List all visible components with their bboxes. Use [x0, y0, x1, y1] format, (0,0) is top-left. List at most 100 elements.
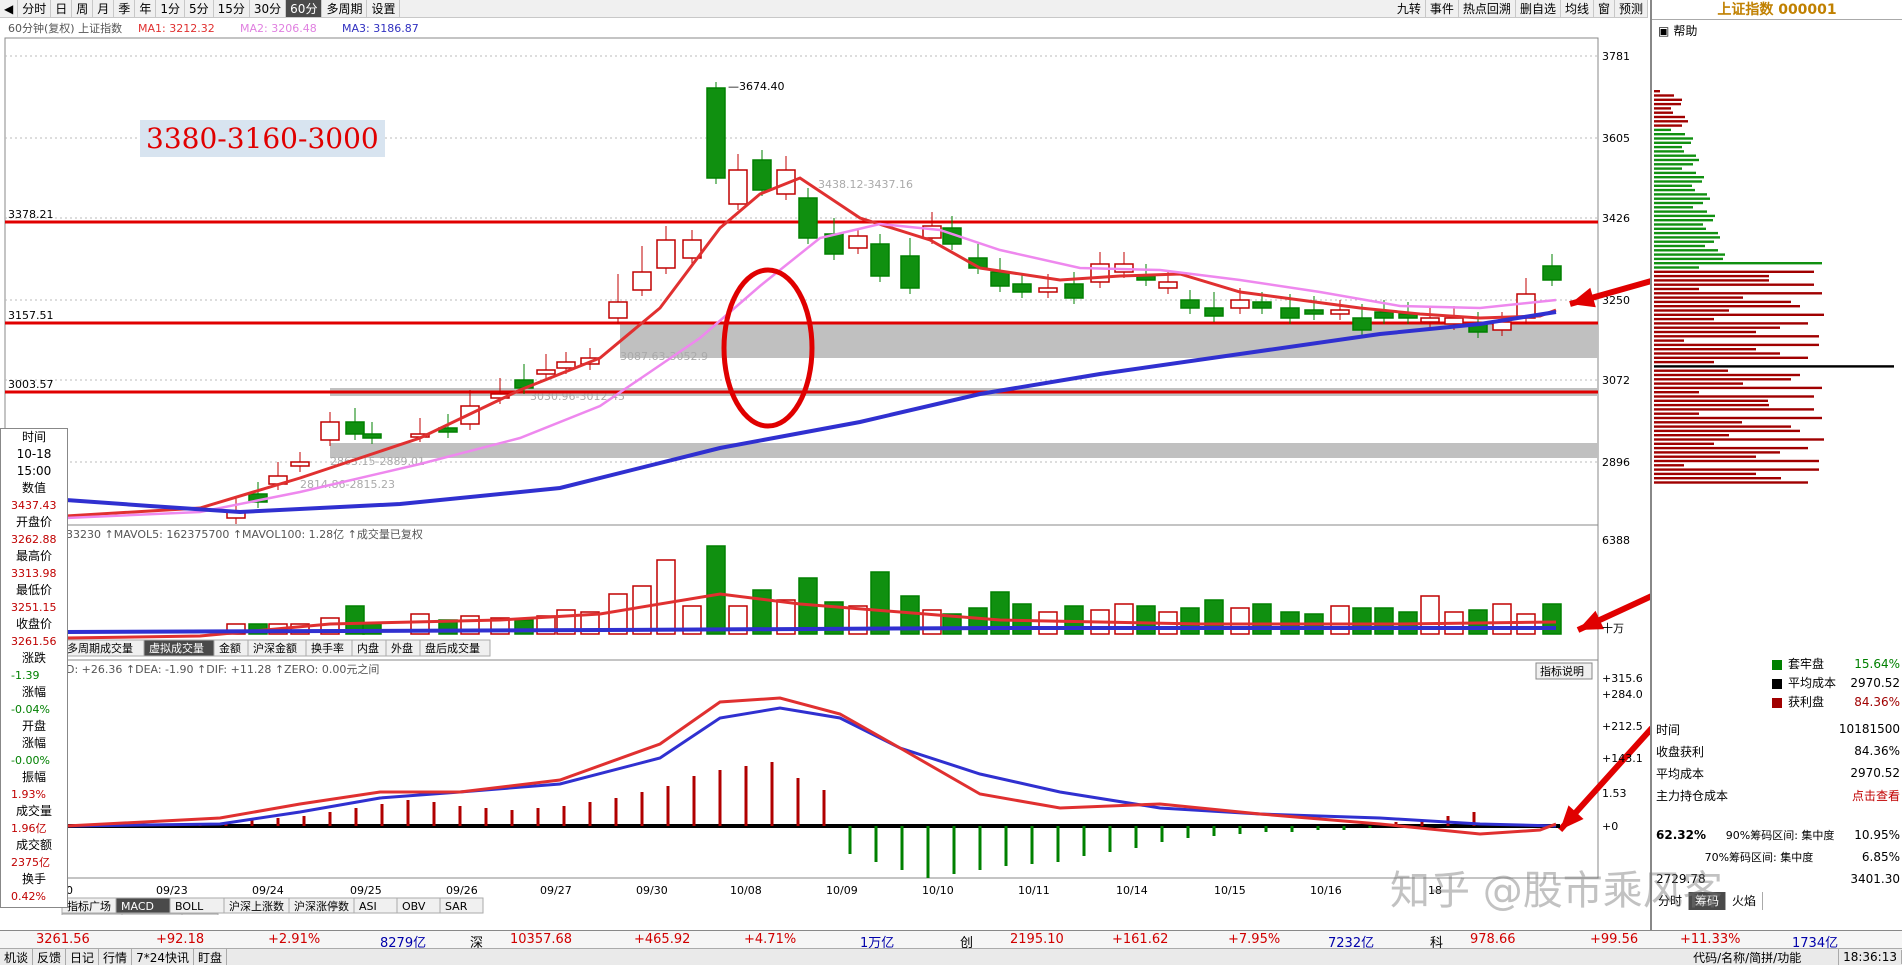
datawin-item: 换手	[21, 872, 46, 886]
macd-axis-label: +212.5	[1602, 720, 1643, 733]
range-row: 2729.78 3401.30	[1656, 872, 1900, 886]
chip-bar	[1654, 365, 1894, 368]
nav-left-icon[interactable]: ◀	[0, 0, 19, 17]
tool-事件[interactable]: 事件	[1426, 0, 1459, 17]
ind-tab-label: 指标广场	[67, 899, 111, 913]
datawin-item: 1.96亿	[11, 822, 47, 835]
ticker-value: 创	[960, 936, 974, 951]
period-周[interactable]: 周	[72, 0, 94, 17]
status-item[interactable]: 7*24快讯	[132, 948, 194, 965]
mavol5-line	[65, 592, 1557, 640]
concentration-row: 70%筹码区间: 集中度 6.85%	[1704, 850, 1900, 864]
chip-bar	[1654, 477, 1781, 480]
status-item[interactable]: 行情	[99, 948, 133, 965]
macd-legend: D: +26.36 ↑DEA: -1.90 ↑DIF: +11.28 ↑ZERO…	[66, 662, 379, 676]
period-5分[interactable]: 5分	[185, 0, 214, 17]
help-icon: ▣	[1658, 23, 1670, 38]
candle-body	[1158, 281, 1178, 289]
datawin-item: 最高价	[15, 549, 52, 563]
candle-body	[608, 301, 628, 319]
period-年[interactable]: 年	[135, 0, 157, 17]
chip-bar	[1654, 322, 1808, 325]
help-button[interactable]: ▣ 帮助	[1658, 23, 1698, 39]
chip-bar	[1654, 171, 1696, 175]
chip-bar	[1654, 210, 1707, 213]
status-item[interactable]: 盯盘	[194, 948, 227, 965]
chip-bar	[1654, 352, 1780, 355]
indicator-tab-label: 外盘	[391, 641, 413, 655]
datawin-item: 涨幅	[21, 736, 46, 750]
bottom-tab	[181, 913, 219, 930]
datawin-item: -0.04%	[11, 703, 50, 716]
annotation-label: 3380-3160-3000	[140, 120, 385, 157]
status-item[interactable]: 日记	[66, 948, 100, 965]
status-item[interactable]: 反馈	[33, 948, 67, 965]
period-月[interactable]: 月	[93, 0, 115, 17]
chip-bar	[1654, 429, 1800, 433]
chip-bar	[1654, 472, 1756, 476]
ticker-value: +465.92	[634, 932, 691, 947]
kline-chart[interactable]: 60分钟(复权) 上证指数 MA1: 3212.32 MA2: 3206.48 MA3…	[0, 18, 1797, 930]
candle-body	[1304, 309, 1324, 315]
macd-axis-label: 1.53	[1602, 787, 1627, 800]
candle-body	[345, 421, 365, 435]
candle-body	[1352, 317, 1372, 331]
chip-bar	[1654, 244, 1705, 248]
ticker-value: 7232亿	[1328, 936, 1375, 951]
candle-body	[656, 239, 676, 269]
candle-body	[1542, 265, 1562, 281]
status-item[interactable]: 机谈	[0, 948, 34, 965]
candle-body	[1230, 299, 1250, 309]
tool-九转[interactable]: 九转	[1393, 0, 1426, 17]
period-30分[interactable]: 30分	[250, 0, 287, 17]
period-日[interactable]: 日	[51, 0, 73, 17]
chip-bar	[1654, 455, 1756, 458]
chip-bar	[1654, 115, 1685, 119]
ma1-line	[65, 176, 1557, 518]
volume-bar	[1180, 607, 1200, 635]
period-季[interactable]: 季	[114, 0, 136, 17]
chip-bar	[1654, 253, 1725, 256]
tool-窗[interactable]: 窗	[1594, 0, 1615, 17]
period-15分[interactable]: 15分	[214, 0, 250, 17]
level-label: 3003.57	[8, 378, 54, 391]
chip-bar	[1654, 382, 1743, 385]
chip-bar	[1654, 335, 1819, 338]
period-1分[interactable]: 1分	[156, 0, 185, 17]
tool-热点回溯[interactable]: 热点回溯	[1459, 0, 1516, 17]
tool-删自选[interactable]: 删自选	[1516, 0, 1561, 17]
volume-bar	[824, 601, 844, 635]
chip-bar	[1654, 214, 1715, 218]
ind-tab-label: 沪深上涨数	[229, 899, 284, 913]
legend-swatch	[1772, 678, 1782, 689]
chip-bar	[1654, 343, 1819, 347]
chip-bar	[1654, 197, 1710, 200]
period-60分[interactable]: 60分	[286, 0, 323, 17]
panel-tab[interactable]: 火焰	[1726, 892, 1764, 910]
indicator-tab-label: 虚拟成交量	[149, 641, 204, 655]
period-设置[interactable]: 设置	[367, 0, 401, 17]
macd-axis-label: +315.6	[1602, 672, 1643, 685]
level-label: 3157.51	[8, 309, 54, 322]
tool-均线[interactable]: 均线	[1561, 0, 1594, 17]
period-分时[interactable]: 分时	[18, 0, 52, 17]
chip-bar	[1654, 240, 1714, 243]
chip-distribution-panel: 上证指数 000001 ▣ 帮助 套牢盘 15.64% 平均成本 2970.52 获利盘…	[1650, 0, 1902, 930]
x-date-label: 10/10	[922, 884, 954, 897]
panel-tab[interactable]: 筹码	[1689, 892, 1727, 910]
candle-body	[1204, 307, 1224, 317]
chip-bar	[1654, 378, 1791, 381]
volume-bar	[1516, 613, 1536, 635]
period-多周期[interactable]: 多周期	[322, 0, 368, 17]
panel-tab[interactable]: 分时	[1652, 892, 1690, 910]
dif-line	[65, 696, 1557, 836]
chip-bar	[1654, 107, 1671, 110]
volume-bar	[706, 545, 726, 635]
ticker-value: +2.91%	[268, 932, 321, 947]
search-input[interactable]: 代码/名称/简拼/功能	[1689, 948, 1840, 965]
chip-bar	[1654, 223, 1703, 226]
x-date-label: 10/14	[1116, 884, 1148, 897]
tool-预测[interactable]: 预测	[1615, 0, 1648, 17]
chip-zone	[330, 443, 1598, 458]
ticker-value: 2195.10	[1010, 932, 1064, 947]
